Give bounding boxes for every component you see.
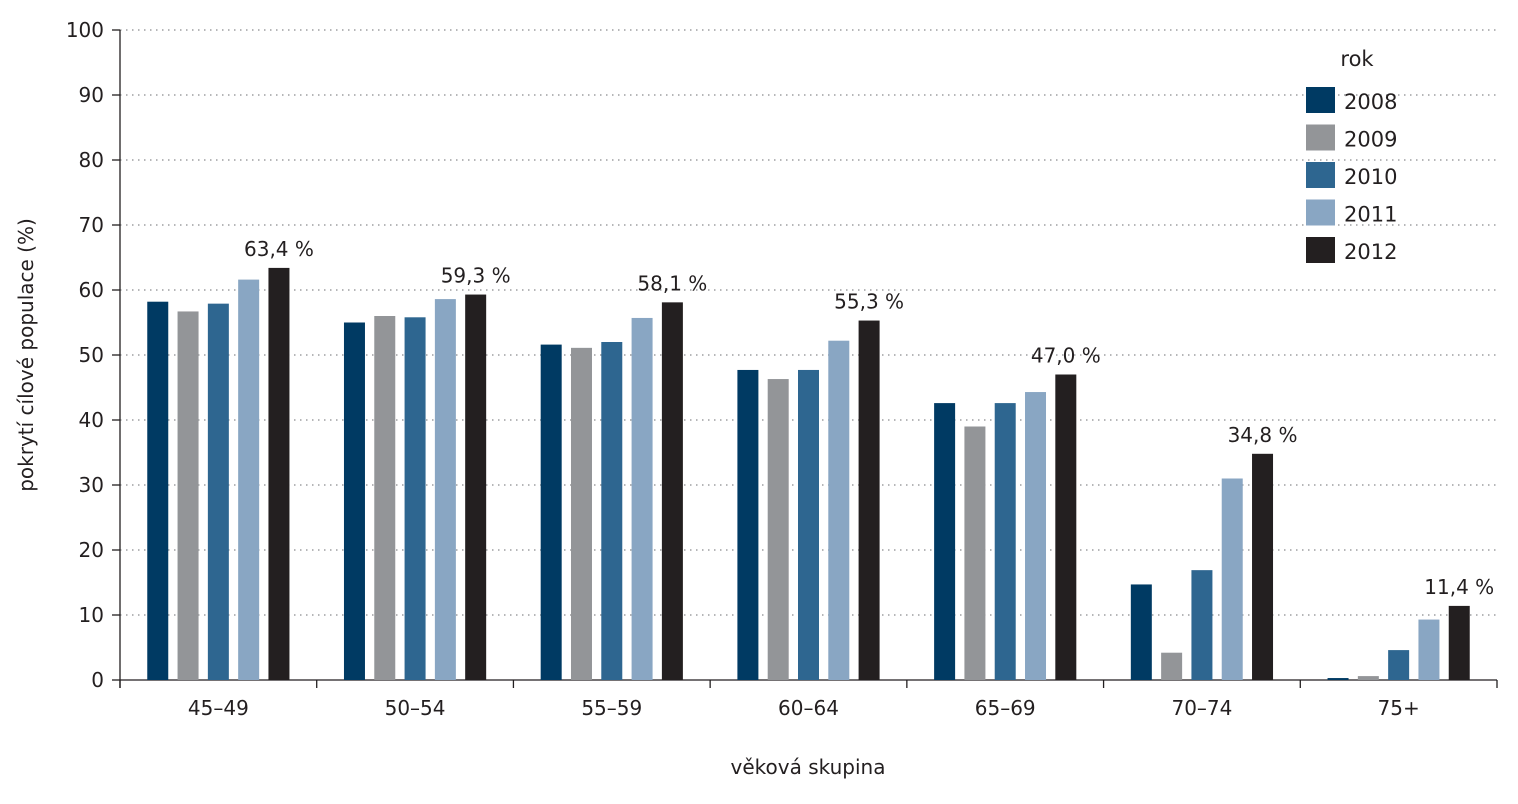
- x-tick-label: 65–69: [975, 696, 1036, 720]
- data-label: 58,1 %: [637, 271, 707, 295]
- bar-2008-60–64: [737, 369, 759, 680]
- bar-2011-75+: [1418, 619, 1440, 680]
- legend-swatch-2008: [1306, 87, 1335, 113]
- bar-2010-45–49: [207, 303, 229, 680]
- legend-title: rok: [1340, 47, 1374, 71]
- bar-2009-55–59: [570, 347, 592, 680]
- bar-2012-50–54: [465, 294, 487, 680]
- data-label: 55,3 %: [834, 290, 904, 314]
- y-tick-label: 100: [66, 18, 104, 42]
- x-tick-label: 45–49: [188, 696, 249, 720]
- bar-2008-65–69: [934, 403, 956, 680]
- bar-2011-70–74: [1221, 478, 1243, 680]
- legend-swatch-2011: [1306, 199, 1335, 226]
- bar-2011-50–54: [434, 299, 456, 680]
- y-tick-label: 90: [79, 83, 104, 107]
- bar-2008-75+: [1327, 678, 1349, 680]
- bar-2009-45–49: [177, 311, 199, 680]
- y-tick-label: 20: [79, 538, 104, 562]
- legend: rok 2008 2009 2010 2011 2012: [1306, 47, 1397, 264]
- bar-2011-45–49: [238, 279, 260, 680]
- bar-2012-60–64: [858, 320, 880, 680]
- bar-2010-55–59: [601, 342, 623, 680]
- bar-2012-45–49: [268, 267, 290, 680]
- bars: [147, 267, 1470, 680]
- x-tick-label: 70–74: [1171, 696, 1232, 720]
- bar-2010-60–64: [798, 369, 819, 680]
- x-tick-label: 55–59: [581, 696, 642, 720]
- bar-2008-50–54: [343, 322, 365, 680]
- y-tick-label: 30: [79, 473, 104, 497]
- y-tick-label: 60: [79, 278, 104, 302]
- y-tick-label: 40: [79, 408, 104, 432]
- bar-2008-55–59: [540, 344, 562, 680]
- bar-2010-65–69: [994, 403, 1016, 680]
- y-tick-labels: 0 10 20 30 40 50 60 70 80 90 100: [66, 18, 104, 692]
- bar-2011-65–69: [1025, 392, 1047, 680]
- bar-2010-70–74: [1191, 570, 1213, 680]
- data-label: 47,0 %: [1031, 344, 1101, 368]
- bar-2011-60–64: [828, 340, 850, 680]
- data-label: 63,4 %: [244, 237, 314, 261]
- y-tick-label: 80: [79, 148, 104, 172]
- y-tick-label: 10: [79, 603, 104, 627]
- legend-label: 2009: [1344, 128, 1397, 152]
- bar-2008-70–74: [1130, 584, 1152, 680]
- y-tick-label: 50: [79, 343, 104, 367]
- x-tick-label: 75+: [1378, 696, 1420, 720]
- bar-2009-70–74: [1161, 652, 1183, 680]
- legend-swatch-2010: [1306, 162, 1335, 188]
- y-tick-label: 0: [91, 668, 104, 692]
- bar-2009-50–54: [374, 316, 396, 680]
- x-tick-label: 60–64: [778, 696, 839, 720]
- x-tick-labels: 45–49 50–54 55–59 60–64 65–69 70–74 75+: [188, 696, 1420, 720]
- bar-2009-65–69: [964, 426, 986, 680]
- bar-2011-55–59: [631, 317, 653, 680]
- bar-2010-75+: [1388, 650, 1410, 680]
- y-axis-title: pokrytí cílové populace (%): [14, 218, 38, 492]
- y-tick-label: 70: [79, 213, 104, 237]
- legend-label: 2011: [1344, 203, 1397, 227]
- legend-label: 2012: [1344, 240, 1397, 264]
- legend-swatch-2009: [1306, 124, 1335, 151]
- data-label: 59,3 %: [441, 264, 511, 288]
- data-label: 11,4 %: [1424, 575, 1494, 599]
- data-label: 34,8 %: [1228, 423, 1298, 447]
- bar-2012-55–59: [661, 302, 683, 680]
- legend-swatch-2012: [1306, 237, 1335, 263]
- legend-label: 2010: [1344, 165, 1397, 189]
- bar-2012-65–69: [1055, 374, 1077, 680]
- x-axis-title: věková skupina: [731, 755, 886, 779]
- bar-2012-70–74: [1252, 453, 1274, 680]
- x-tick-label: 50–54: [385, 696, 446, 720]
- legend-label: 2008: [1344, 90, 1397, 114]
- bar-2010-50–54: [404, 317, 426, 680]
- bar-2009-60–64: [767, 379, 789, 680]
- legend-items: 2008 2009 2010 2011 2012: [1306, 87, 1397, 264]
- bar-2009-75+: [1357, 676, 1379, 680]
- data-labels: 63,4 % 59,3 % 58,1 % 55,3 % 47,0 % 34,8 % 11,4…: [244, 237, 1494, 599]
- bar-2008-45–49: [147, 301, 169, 680]
- bar-2012-75+: [1448, 605, 1470, 680]
